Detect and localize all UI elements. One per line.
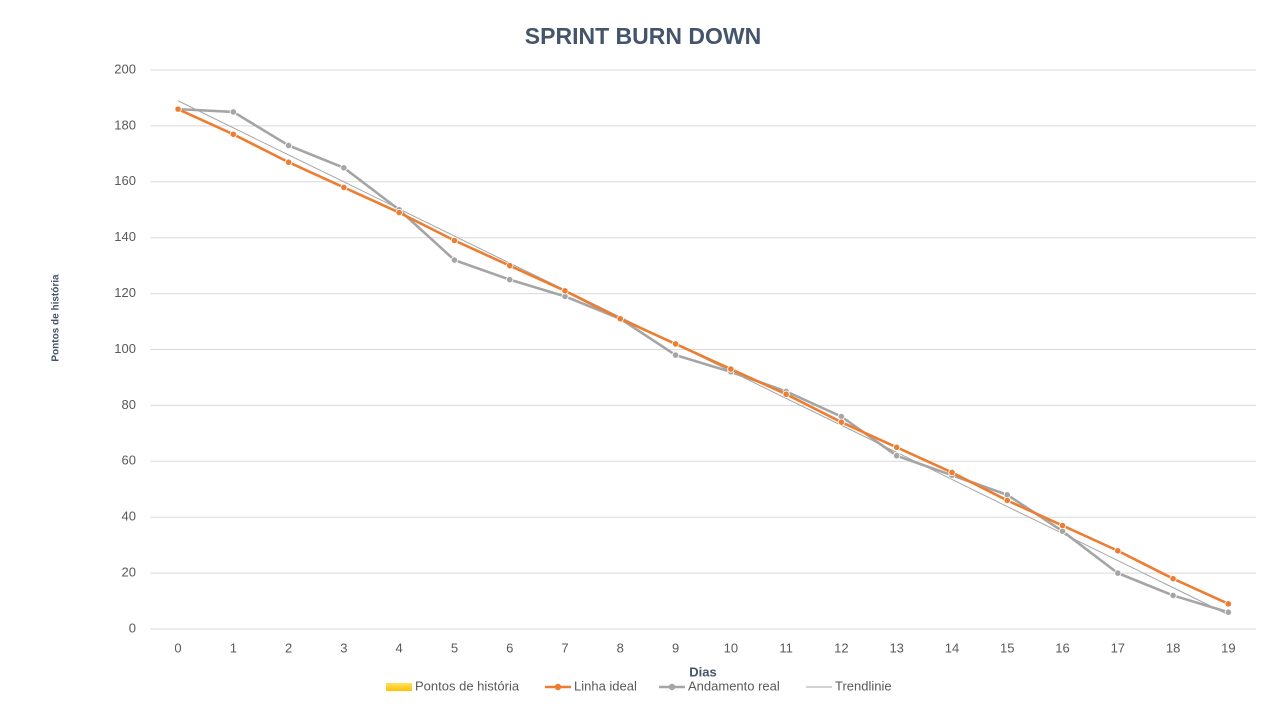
- data-point: [671, 340, 680, 348]
- data-point: [727, 365, 735, 373]
- x-tick-label: 3: [340, 640, 347, 655]
- x-tick-label: 5: [451, 640, 458, 655]
- x-tick-label: 16: [1055, 640, 1069, 655]
- y-tick-label: 200: [114, 61, 136, 76]
- y-axis-label: Pontos de história: [51, 274, 62, 362]
- data-point: [893, 443, 901, 451]
- data-point: [1114, 547, 1122, 555]
- x-tick-label: 2: [285, 640, 292, 655]
- data-point: [340, 183, 348, 191]
- x-tick-label: 9: [672, 640, 679, 655]
- x-tick-label: 12: [834, 640, 848, 655]
- x-tick-label: 4: [396, 640, 403, 655]
- data-point: [1169, 575, 1177, 583]
- x-tick-label: 8: [617, 640, 624, 655]
- data-point: [174, 105, 182, 113]
- legend-marker: [668, 683, 676, 691]
- y-tick-label: 180: [114, 117, 136, 132]
- data-point: [948, 468, 956, 477]
- data-point: [1224, 600, 1232, 608]
- legend-label: Andamento real: [688, 678, 780, 693]
- data-point: [284, 158, 293, 166]
- legend-swatch: [386, 683, 412, 691]
- x-tick-label: 11: [779, 640, 793, 655]
- data-point: [450, 256, 459, 264]
- y-tick-label: 40: [122, 509, 136, 524]
- data-point: [395, 208, 403, 217]
- x-tick-label: 10: [724, 640, 738, 655]
- y-tick-label: 140: [114, 229, 136, 244]
- x-tick-label: 0: [174, 640, 181, 655]
- legend-label: Linha ideal: [574, 678, 637, 693]
- x-tick-label: 6: [506, 640, 513, 655]
- y-tick-label: 0: [129, 620, 136, 635]
- y-tick-label: 100: [114, 341, 136, 356]
- x-tick-label: 7: [561, 640, 568, 655]
- x-tick-label: 14: [945, 640, 959, 655]
- data-point: [450, 236, 459, 245]
- legend-label: Pontos de história: [415, 678, 520, 693]
- data-point: [229, 108, 237, 116]
- x-axis-label: Dias: [689, 664, 716, 679]
- series-line: [177, 107, 1229, 606]
- series-line: [177, 107, 1229, 614]
- data-point: [506, 276, 514, 284]
- y-tick-label: 120: [114, 285, 136, 300]
- data-point: [837, 418, 846, 426]
- legend-marker: [554, 683, 562, 691]
- y-tick-label: 20: [122, 565, 136, 580]
- chart-title: SPRINT BURN DOWN: [525, 23, 761, 49]
- data-point: [616, 315, 624, 323]
- data-point: [1169, 591, 1177, 600]
- x-tick-label: 13: [889, 640, 903, 655]
- x-tick-label: 1: [230, 640, 237, 655]
- data-point: [284, 141, 293, 150]
- legend-label: Trendlinie: [835, 678, 892, 693]
- data-point: [1003, 496, 1011, 505]
- data-point: [671, 351, 680, 359]
- data-point: [1224, 608, 1232, 616]
- data-point: [229, 130, 237, 138]
- y-tick-label: 80: [122, 397, 136, 412]
- data-point: [893, 452, 901, 460]
- x-tick-label: 15: [1000, 640, 1014, 655]
- data-point: [506, 262, 514, 270]
- data-point: [561, 287, 569, 295]
- x-tick-label: 17: [1111, 640, 1125, 655]
- data-point: [1114, 569, 1122, 577]
- x-tick-label: 19: [1221, 640, 1235, 655]
- data-point: [1058, 521, 1067, 530]
- x-tick-label: 18: [1166, 640, 1180, 655]
- data-point: [782, 390, 790, 398]
- y-tick-label: 160: [114, 173, 136, 188]
- data-point: [340, 164, 348, 172]
- y-tick-label: 60: [122, 453, 136, 468]
